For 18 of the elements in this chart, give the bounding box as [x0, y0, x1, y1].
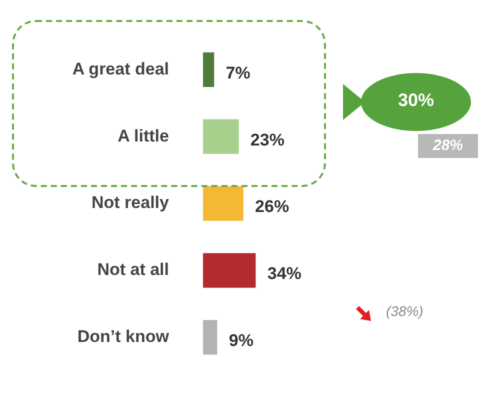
data-label: 23% — [250, 130, 284, 150]
bar — [203, 119, 239, 154]
bar — [203, 186, 244, 221]
text: 28% — [432, 137, 464, 154]
data-label: 34% — [267, 264, 302, 284]
data-label: 26% — [255, 197, 290, 216]
y-tick-label: A little — [118, 126, 169, 146]
text: (38%) — [386, 303, 424, 319]
text: 30% — [396, 90, 436, 111]
y-tick-label: Not at all — [97, 260, 169, 280]
bar — [203, 320, 218, 355]
y-tick-label: Not really — [92, 193, 170, 212]
data-label: 7% — [226, 63, 250, 82]
bar — [203, 253, 256, 288]
y-tick-label: A great deal — [72, 59, 169, 78]
y-tick-label: Don’t know — [77, 327, 170, 346]
data-label: 9% — [228, 331, 254, 350]
bar — [203, 52, 214, 87]
